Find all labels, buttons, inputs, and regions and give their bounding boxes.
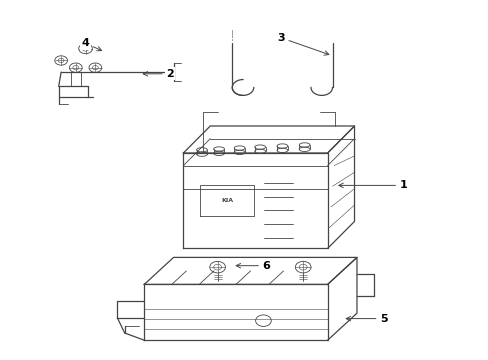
Text: 6: 6	[236, 261, 270, 271]
Text: 4: 4	[81, 38, 102, 51]
Text: KIA: KIA	[221, 198, 233, 203]
Text: 3: 3	[277, 33, 328, 55]
Text: 2: 2	[143, 69, 174, 79]
Text: 5: 5	[346, 314, 387, 324]
Text: 1: 1	[338, 180, 407, 190]
